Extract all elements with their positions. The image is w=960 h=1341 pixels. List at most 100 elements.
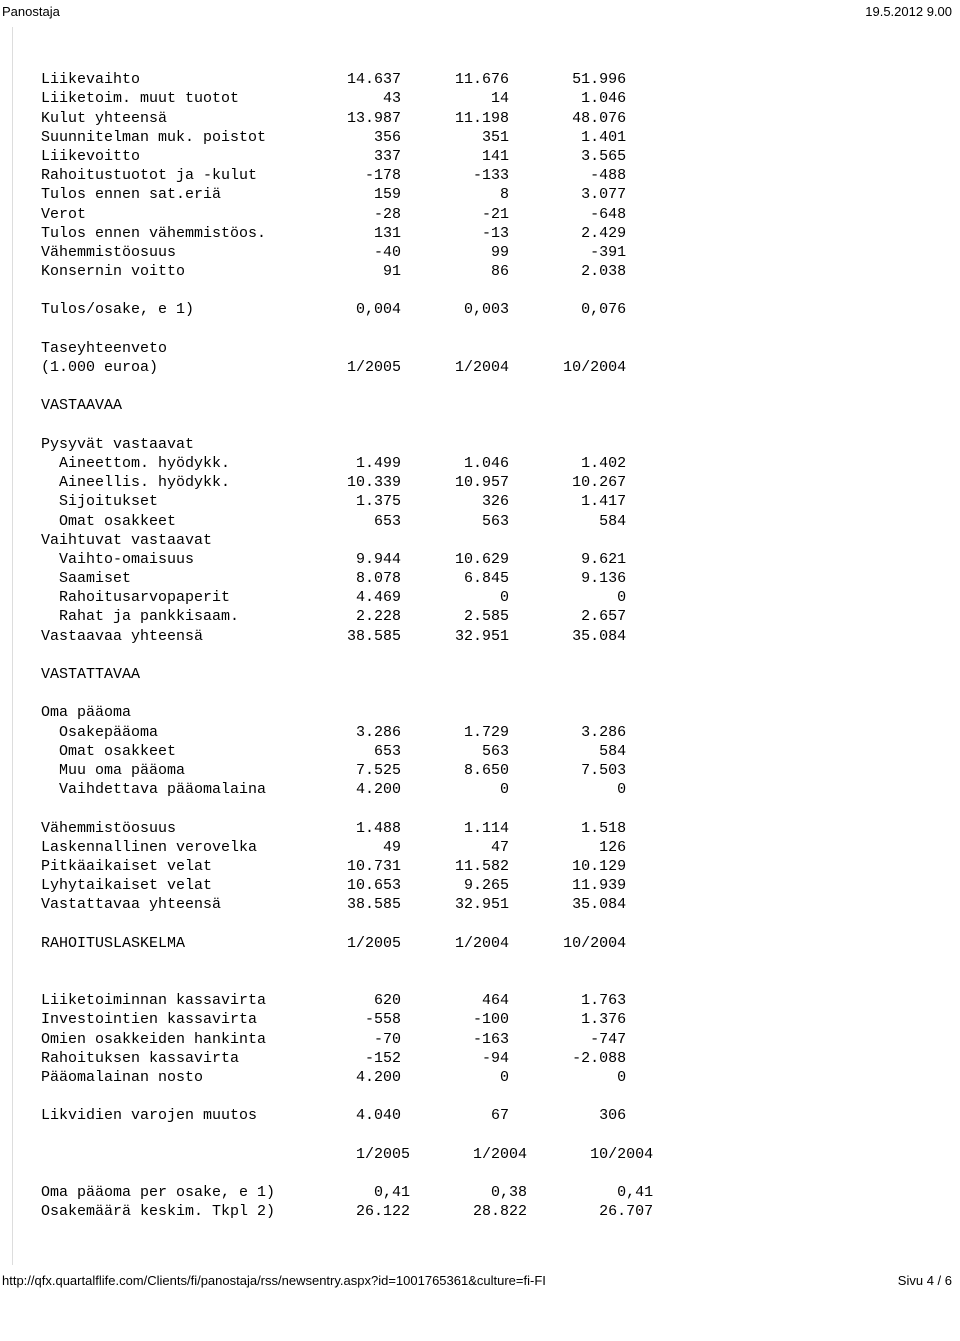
row-label: Kulut yhteensä — [41, 109, 293, 128]
equity-row: Muu oma pääoma7.5258.6507.503 — [41, 761, 960, 780]
cell: 0,004 — [293, 300, 401, 319]
equity-title: Oma pääoma — [41, 703, 960, 722]
cell: 351 — [401, 128, 509, 147]
cell: 1.046 — [518, 89, 626, 108]
cell: 6.845 — [401, 569, 509, 588]
cell: 2.657 — [518, 607, 626, 626]
cell: 2.228 — [293, 607, 401, 626]
cell: 47 — [401, 838, 509, 857]
row-label: Rahoitusarvopaperit — [41, 588, 293, 607]
cell: 38.585 — [293, 895, 401, 914]
cell: 10.629 — [401, 550, 509, 569]
balance-period-header: (1.000 euroa)1/20051/2004 10/2004 — [41, 358, 960, 377]
liabilities-title: VASTATTAVAA — [41, 665, 960, 684]
cell: 10/2004 — [518, 358, 626, 377]
row-label: Rahat ja pankkisaam. — [41, 607, 293, 626]
cell: 0,41 — [293, 1183, 410, 1202]
cell: 326 — [401, 492, 509, 511]
cell: 3.565 — [518, 147, 626, 166]
income-row: Suunnitelman muk. poistot3563511.401 — [41, 128, 960, 147]
header-right: 19.5.2012 9.00 — [865, 4, 952, 19]
cell: 9.621 — [518, 550, 626, 569]
cell: 1.488 — [293, 819, 401, 838]
cell: -178 — [293, 166, 401, 185]
cell: -163 — [401, 1030, 509, 1049]
cell: 99 — [401, 243, 509, 262]
row-label: Verot — [41, 205, 293, 224]
cell: 67 — [401, 1106, 509, 1125]
row-label: Liikevoitto — [41, 147, 293, 166]
cell: 1.376 — [518, 1010, 626, 1029]
row-label: Pääomalainan nosto — [41, 1068, 293, 1087]
equity-row: Osakepääoma3.2861.7293.286 — [41, 723, 960, 742]
blank-line — [41, 684, 960, 703]
cell: 653 — [293, 512, 401, 531]
row-label: Sijoitukset — [41, 492, 293, 511]
liquid-change-row: Likvidien varojen muutos4.04067306 — [41, 1106, 960, 1125]
cell: 1/2005 — [293, 358, 401, 377]
cell: 0 — [518, 588, 626, 607]
cell: -391 — [518, 243, 626, 262]
cell: 10.267 — [518, 473, 626, 492]
cell: 464 — [401, 991, 509, 1010]
cell: 1/2004 — [401, 358, 509, 377]
cell: -152 — [293, 1049, 401, 1068]
cashflow-row: Liiketoiminnan kassavirta6204641.763 — [41, 991, 960, 1010]
cell: 35.084 — [518, 895, 626, 914]
row-label: Rahoitustuotot ja -kulut — [41, 166, 293, 185]
cell: 1.114 — [401, 819, 509, 838]
current-assets-title: Vaihtuvat vastaavat — [41, 531, 960, 550]
liability-row: Lyhytaikaiset velat10.6539.26511.939 — [41, 876, 960, 895]
row-label: Omien osakkeiden hankinta — [41, 1030, 293, 1049]
row-label: (1.000 euroa) — [41, 358, 293, 377]
cell: -28 — [293, 205, 401, 224]
cell: 32.951 — [401, 895, 509, 914]
cell: 10.129 — [518, 857, 626, 876]
cell: -2.088 — [518, 1049, 626, 1068]
cell: 11.676 — [401, 70, 509, 89]
cell: 563 — [401, 742, 509, 761]
blank-line — [41, 320, 960, 339]
cell: 1.417 — [518, 492, 626, 511]
row-label — [41, 1145, 293, 1164]
cell: 1.729 — [401, 723, 509, 742]
header-left: Panostaja — [2, 4, 60, 19]
row-label: Vastattavaa yhteensä — [41, 895, 293, 914]
cell: 10.731 — [293, 857, 401, 876]
cell: -94 — [401, 1049, 509, 1068]
row-label: Tulos/osake, e 1) — [41, 300, 293, 319]
blank-line — [41, 1164, 960, 1183]
row-label: Rahoituksen kassavirta — [41, 1049, 293, 1068]
cell: 1.046 — [401, 454, 509, 473]
row-label: Omat osakkeet — [41, 742, 293, 761]
blank-line — [41, 416, 960, 435]
ratios-period-header: 1/20051/200410/2004 — [41, 1145, 960, 1164]
cell: 0 — [401, 780, 509, 799]
cell: 4.469 — [293, 588, 401, 607]
cell: 356 — [293, 128, 401, 147]
blank-line — [41, 377, 960, 396]
cell: 2.429 — [518, 224, 626, 243]
assets-title: VASTAAVAA — [41, 396, 960, 415]
cell: 141 — [401, 147, 509, 166]
cashflow-row: Pääomalainan nosto4.20000 — [41, 1068, 960, 1087]
cell: 306 — [518, 1106, 626, 1125]
cell: 10/2004 — [536, 1145, 653, 1164]
row-label: Oma pääoma per osake, e 1) — [41, 1183, 293, 1202]
income-row: Kulut yhteensä13.98711.19848.076 — [41, 109, 960, 128]
cell: 3.286 — [293, 723, 401, 742]
cell: 1.763 — [518, 991, 626, 1010]
income-row: Tulos ennen sat.eriä15983.077 — [41, 185, 960, 204]
cell: 86 — [401, 262, 509, 281]
cell: 159 — [293, 185, 401, 204]
cell: 35.084 — [518, 627, 626, 646]
cell: 8.650 — [401, 761, 509, 780]
cell: 10.653 — [293, 876, 401, 895]
cell: 13.987 — [293, 109, 401, 128]
cell: 1.518 — [518, 819, 626, 838]
cell: 1.402 — [518, 454, 626, 473]
cell: 1.499 — [293, 454, 401, 473]
cell: 2.038 — [518, 262, 626, 281]
blank-line — [41, 646, 960, 665]
cell: 8.078 — [293, 569, 401, 588]
